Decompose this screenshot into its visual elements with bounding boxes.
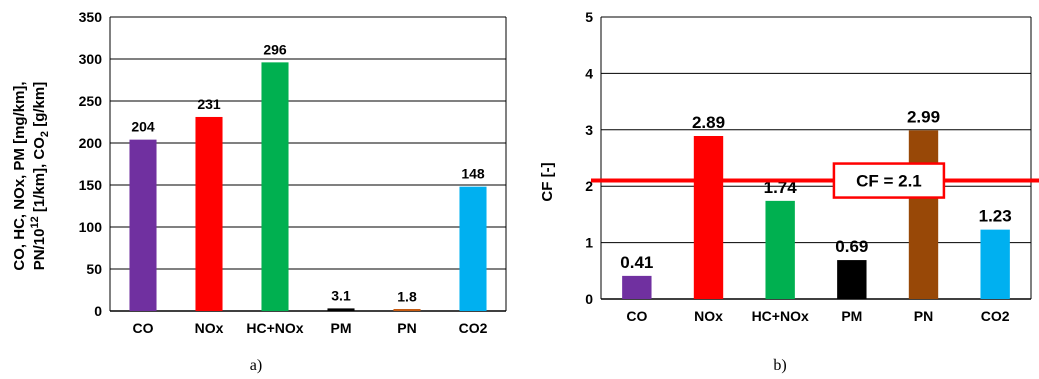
y-tick-label: 350 [79,9,103,25]
y-tick-label: 50 [86,261,102,277]
panel-a-ylabel-line1: CO, HC, NOx, PM [mg/km], [11,81,28,270]
y-tick-label: 5 [585,9,593,25]
x-tick-label: CO [626,308,647,324]
x-tick-label: PM [841,308,862,324]
y-tick-label: 300 [79,51,103,67]
panel-b-chart: 0 1 2 3 4 5 0.41 CO 2.89 NOx 1.74 HC+NOx 0.69 PM 2.99 P… [585,9,1039,324]
x-tick-label: NOx [195,320,224,336]
y-tick-label: 3 [585,122,593,138]
x-tick-label: PN [397,320,416,336]
x-tick-label: PM [331,320,352,336]
panel-b-ylabel: CF [-] [539,162,556,201]
bar-pn [393,309,421,311]
x-tick-label: NOx [694,308,723,324]
y-tick-label: 4 [585,65,593,81]
bar-pm [837,260,867,299]
bar-co2 [980,229,1010,299]
panel-a-ylabel-line2: PN/1012 [1/km], CO2 [g/km] [29,82,51,270]
data-label: 3.1 [331,287,351,303]
data-label: 148 [461,166,485,182]
bar-co [622,275,652,299]
y-tick-label: 1 [585,235,593,251]
bar-hc-nox [765,200,795,299]
data-label: 1.23 [979,207,1012,226]
x-tick-label: PN [914,308,933,324]
y-tick-label: 0 [585,291,593,307]
x-tick-label: CO [133,320,154,336]
data-label: 204 [131,119,155,135]
y-tick-label: 0 [94,303,102,319]
bar-co [129,139,157,311]
panel-a-label: a) [250,357,262,374]
bar-hc-nox [261,62,289,311]
y-tick-label: 200 [79,135,103,151]
reference-label-box [832,162,946,199]
data-label: 0.41 [620,253,653,272]
x-tick-label: CO2 [981,308,1010,324]
panel-a-chart: 0 50 100 150 200 250 300 350 204 CO 231 NOx 296 HC+NO… [79,9,507,336]
y-tick-label: 100 [79,219,103,235]
data-label: 1.8 [397,288,417,304]
data-label: 2.89 [692,113,725,132]
data-label: 0.69 [835,237,868,256]
x-tick-label: CO2 [459,320,488,336]
bar-pm [327,308,355,311]
x-tick-label: HC+NOx [752,308,809,324]
y-tick-label: 150 [79,177,103,193]
data-label: 231 [197,96,221,112]
data-label: 296 [263,41,287,57]
bar-nox [195,116,223,312]
y-tick-label: 2 [585,178,593,194]
panel-b-label: b) [773,357,786,374]
x-tick-label: HC+NOx [246,320,303,336]
data-label: 1.74 [764,178,798,197]
y-tick-label: 250 [79,93,103,109]
data-label: 2.99 [907,107,940,126]
bar-co2 [459,186,487,311]
reference-label: CF = 2.1 [856,172,922,191]
bar-nox [693,136,724,299]
bar-pn [908,130,939,299]
